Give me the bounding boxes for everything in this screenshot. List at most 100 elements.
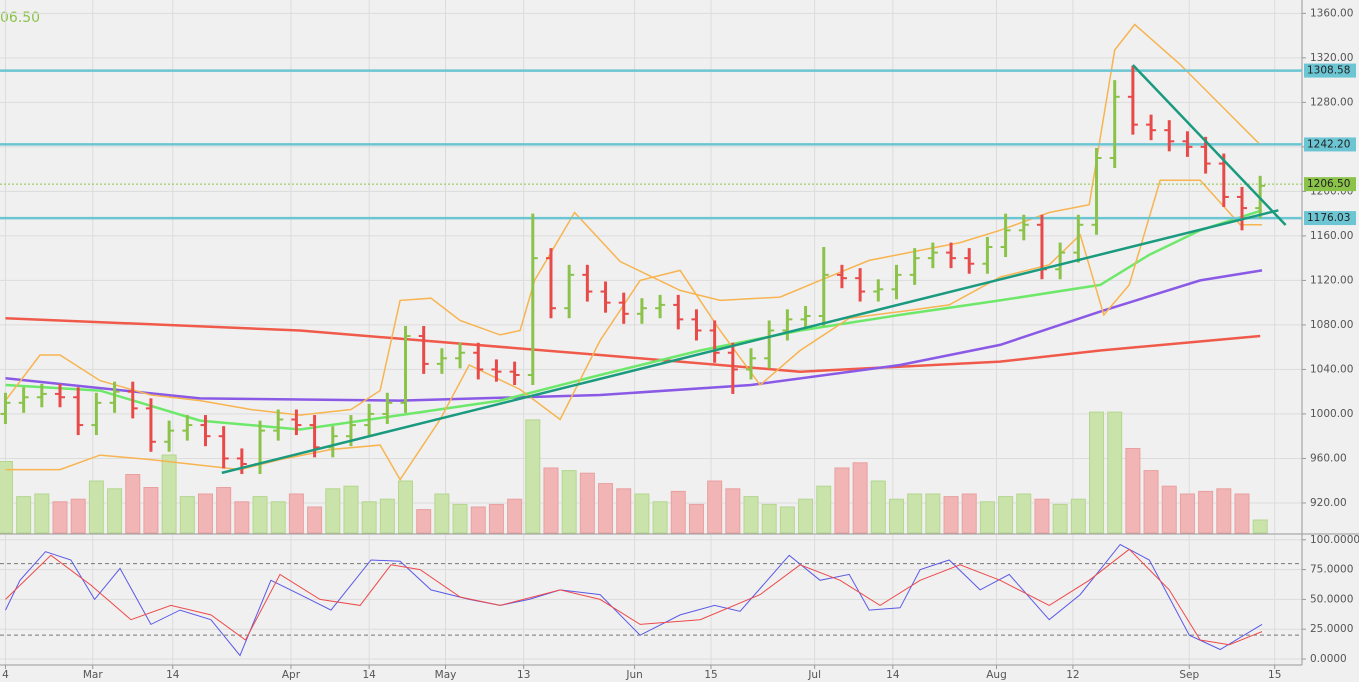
volume-bar: [1089, 411, 1105, 534]
corner-price: 06.50: [0, 10, 40, 26]
osc-tick-label: 75.0000: [1310, 564, 1353, 576]
volume-bar: [416, 509, 432, 534]
moving-line: [4, 23, 1261, 416]
volume-bar: [998, 496, 1014, 534]
volume-bar: [488, 503, 504, 534]
volume-bar: [307, 506, 323, 534]
volume-bar: [179, 496, 195, 534]
y-tick-label: 920.00: [1310, 497, 1347, 509]
level-label: 1176.03: [1307, 212, 1350, 224]
x-tick-label: 4: [2, 669, 9, 681]
osc-tick-label: 0.0000: [1310, 653, 1347, 665]
volume-bar: [634, 493, 650, 534]
volume-bar: [943, 496, 959, 534]
trend-line: [1131, 64, 1287, 226]
volume-bar: [507, 498, 523, 534]
volume-bar: [1107, 411, 1123, 534]
volume-bar: [616, 488, 632, 534]
volume-bar: [34, 493, 50, 534]
volume-bar: [288, 493, 304, 534]
x-tick-label: 14: [166, 669, 180, 681]
moving-line: [5, 316, 1261, 373]
x-tick-label: Aug: [986, 669, 1007, 681]
y-tick-label: 1280.00: [1310, 96, 1353, 108]
osc-tick-label: 25.0000: [1310, 623, 1353, 635]
volume-bar: [1234, 493, 1250, 534]
level-label-bg: [1304, 63, 1356, 78]
level-label-bg: [1304, 137, 1356, 152]
moving-line: [5, 269, 1263, 402]
y-tick-label: 1080.00: [1310, 319, 1353, 331]
y-tick-label: 1040.00: [1310, 363, 1353, 375]
level-label-bg: [1304, 177, 1356, 192]
volume-bar: [143, 487, 159, 534]
x-tick-label: Mar: [83, 669, 103, 681]
y-tick-label: 960.00: [1310, 452, 1347, 464]
x-tick-label: 13: [517, 669, 530, 681]
volume-bar: [107, 488, 123, 534]
volume-bar: [361, 501, 377, 534]
volume-bar: [16, 496, 32, 534]
volume-bar: [1016, 493, 1032, 534]
volume-bar: [470, 506, 486, 534]
volume-bar: [816, 485, 832, 534]
volume-bar: [525, 419, 541, 534]
volume-bar: [925, 493, 941, 534]
volume-bar: [743, 496, 759, 534]
y-tick-label: 1160.00: [1310, 230, 1353, 242]
volume-bar: [1179, 493, 1195, 534]
volume-bar: [961, 493, 977, 534]
y-tick-label: 1120.00: [1310, 274, 1353, 286]
volume-bar: [125, 474, 141, 534]
volume-bar: [870, 480, 886, 534]
x-tick-label: Jun: [625, 669, 642, 681]
level-label: 1308.58: [1307, 65, 1350, 77]
volume-bar: [725, 488, 741, 534]
volume-bar: [270, 501, 286, 534]
x-tick-label: 12: [1066, 669, 1079, 681]
volume-bar: [561, 470, 577, 534]
volume-bar: [1198, 490, 1214, 534]
volume-bar: [761, 503, 777, 534]
x-tick-label: Apr: [282, 669, 301, 681]
volume-bar: [707, 480, 723, 534]
volume-bar: [888, 498, 904, 534]
volume-bar: [1052, 503, 1068, 534]
volume-bar: [543, 467, 559, 534]
level-label-bg: [1304, 211, 1356, 226]
y-tick-label: 1360.00: [1310, 7, 1353, 19]
volume-bar: [852, 462, 868, 534]
x-tick-label: May: [435, 669, 457, 681]
volume-bar: [907, 493, 923, 534]
volume-bar: [70, 498, 86, 534]
volume-bar: [1216, 488, 1232, 534]
volume-bar: [197, 493, 213, 534]
osc-tick-label: 50.0000: [1310, 593, 1353, 605]
volume-bar: [670, 490, 686, 534]
level-label: 1206.50: [1307, 178, 1350, 190]
x-tick-label: 15: [1268, 669, 1281, 681]
volume-bar: [688, 503, 704, 534]
osc-tick-label: 100.0000: [1310, 534, 1359, 546]
level-label: 1242.20: [1307, 138, 1350, 150]
trend-line: [221, 209, 1279, 475]
volume-bar: [452, 503, 468, 534]
volume-bar: [598, 483, 614, 534]
x-tick-label: 15: [704, 669, 717, 681]
volume-bar: [652, 501, 668, 534]
volume-bar: [979, 501, 995, 534]
volume-bar: [234, 501, 250, 534]
y-tick-label: 1000.00: [1310, 408, 1353, 420]
y-tick-label: 1320.00: [1310, 52, 1353, 64]
volume-bar: [1143, 470, 1159, 534]
x-tick-label: Sep: [1179, 669, 1199, 681]
volume-bar: [579, 472, 595, 534]
volume-bar: [1070, 498, 1086, 534]
volume-bar: [325, 488, 341, 534]
volume-bar: [379, 498, 395, 534]
volume-bar: [1125, 448, 1141, 534]
volume-bar: [398, 480, 414, 534]
oscillator-line: [5, 543, 1263, 657]
volume-bar: [343, 485, 359, 534]
x-tick-label: Jul: [807, 669, 821, 681]
